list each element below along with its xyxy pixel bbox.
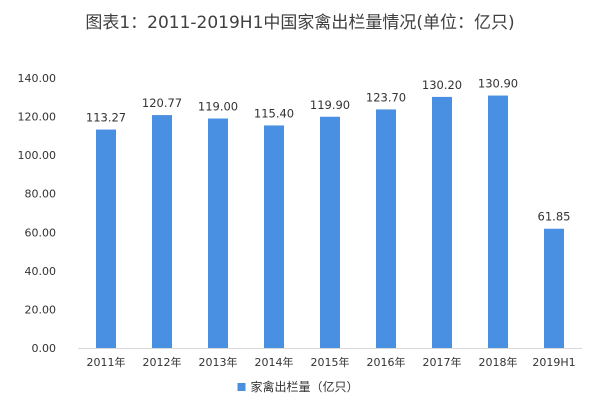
bar — [320, 116, 340, 348]
y-tick-label: 40.00 — [25, 265, 57, 278]
y-tick-label: 0.00 — [32, 342, 57, 355]
x-tick-label: 2011年 — [87, 355, 126, 369]
bar — [96, 129, 116, 348]
legend-label: 家禽出栏量（亿只） — [251, 379, 359, 394]
y-tick-label: 140.00 — [18, 72, 57, 85]
data-label: 123.70 — [366, 90, 406, 104]
y-tick-label: 80.00 — [25, 188, 57, 201]
data-label: 115.40 — [254, 106, 294, 120]
data-label: 119.00 — [198, 100, 238, 114]
y-tick-label: 100.00 — [18, 149, 57, 162]
x-tick-label: 2016年 — [367, 355, 406, 369]
x-tick-label: 2012年 — [143, 355, 182, 369]
bar — [208, 118, 228, 348]
data-label: 113.27 — [86, 111, 126, 125]
bar — [264, 125, 284, 348]
bar — [376, 109, 396, 348]
y-tick-label: 60.00 — [25, 226, 57, 239]
y-tick-label: 120.00 — [18, 111, 57, 124]
x-tick-label: 2019H1 — [532, 356, 575, 369]
x-tick-label: 2013年 — [199, 355, 238, 369]
data-label: 119.90 — [310, 98, 350, 112]
data-label: 130.90 — [478, 77, 518, 91]
bar — [488, 95, 508, 348]
chart-title: 图表1：2011-2019H1中国家禽出栏量情况(单位：亿只) — [85, 13, 515, 33]
x-tick-label: 2018年 — [479, 355, 518, 369]
data-label: 130.20 — [422, 78, 462, 92]
bar — [432, 96, 452, 349]
x-tick-label: 2015年 — [311, 355, 350, 369]
y-tick-label: 20.00 — [25, 303, 57, 316]
bar — [544, 228, 564, 348]
x-tick-label: 2017年 — [423, 355, 462, 369]
data-label: 120.77 — [142, 96, 182, 110]
legend-swatch — [237, 383, 246, 391]
bar — [152, 115, 172, 348]
x-tick-label: 2014年 — [255, 355, 294, 369]
data-label: 61.85 — [538, 210, 571, 224]
